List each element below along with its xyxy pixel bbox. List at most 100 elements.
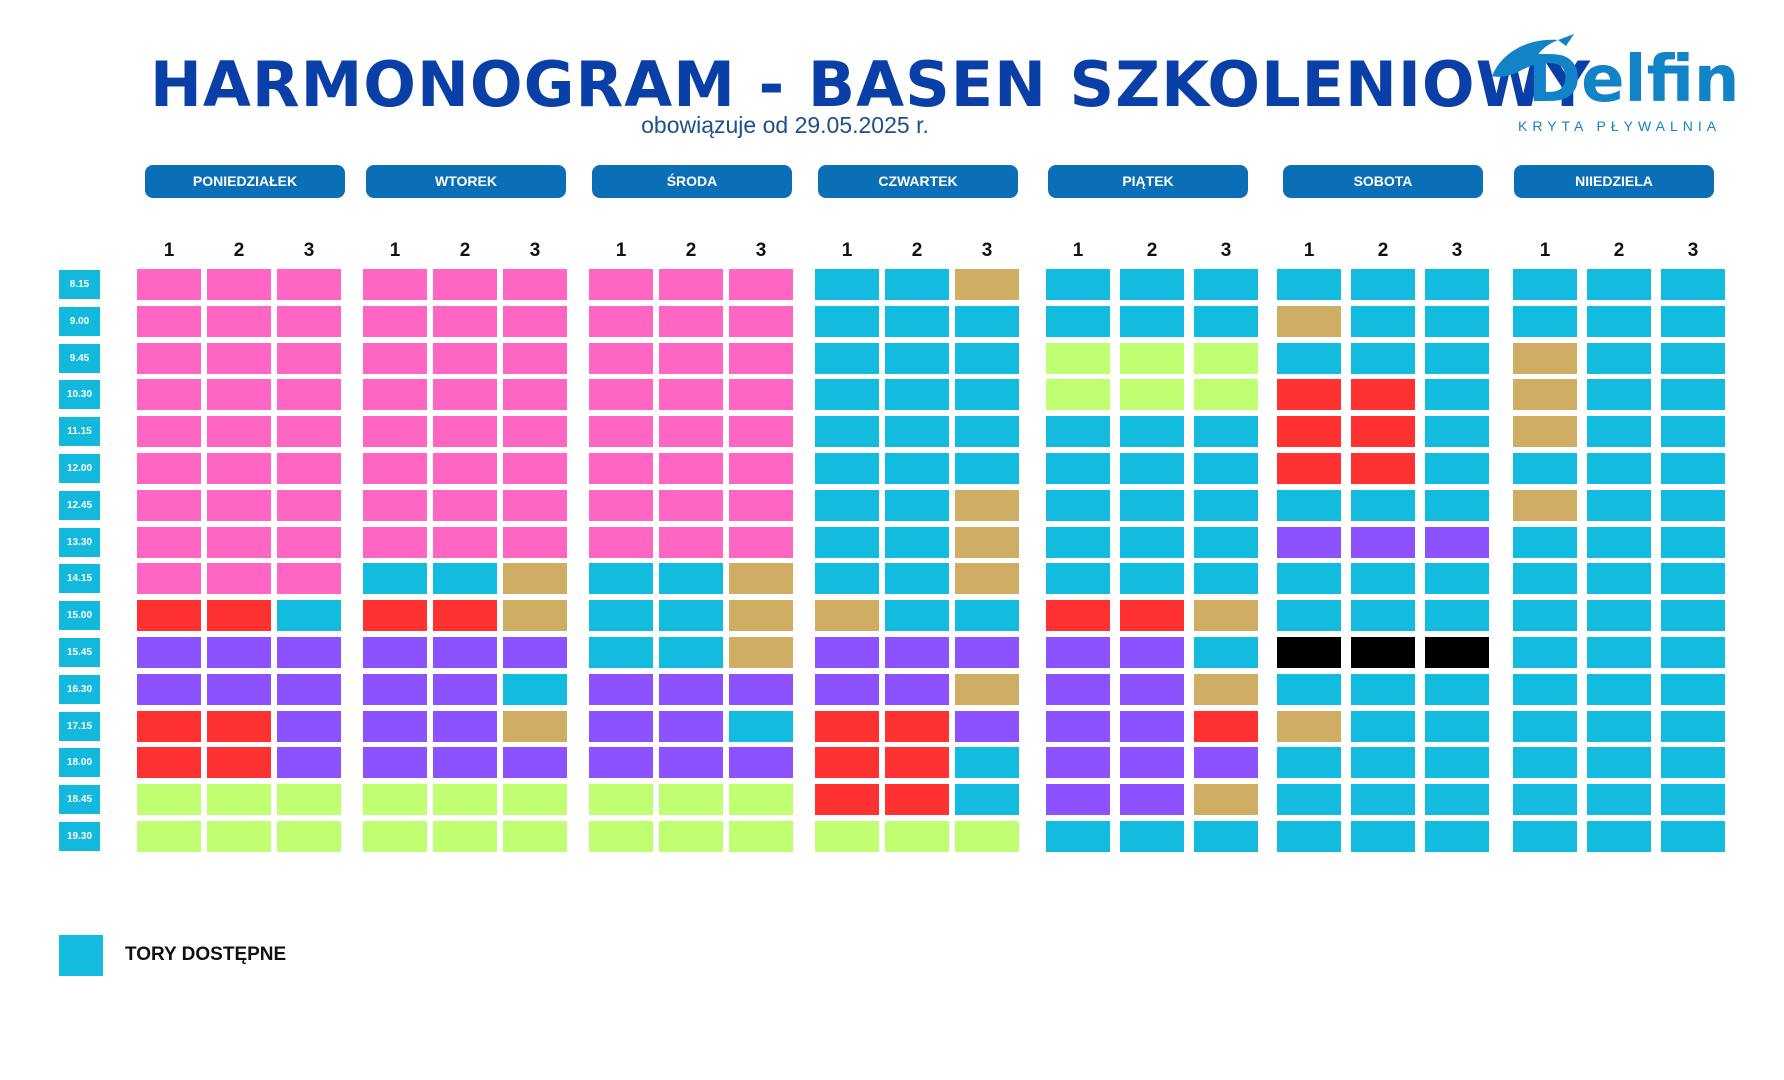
schedule-cell [729,306,793,337]
schedule-cell [955,379,1019,410]
schedule-cell [433,269,497,300]
schedule-cell [1587,416,1651,447]
schedule-cell [1425,600,1489,631]
schedule-cell [1587,527,1651,558]
schedule-cell [277,711,341,742]
legend-label: TORY DOSTĘPNE [125,944,287,965]
schedule-cell [589,343,653,374]
schedule-cell [137,379,201,410]
schedule-cell [589,637,653,668]
schedule-cell [815,563,879,594]
lane-number: 3 [303,240,315,261]
schedule-cell [1661,527,1725,558]
schedule-cell [1513,379,1577,410]
schedule-cell [1425,343,1489,374]
schedule-cell [589,674,653,705]
schedule-cell [1513,343,1577,374]
schedule-cell [207,784,271,815]
schedule-cell [1587,711,1651,742]
schedule-cell [1513,674,1577,705]
schedule-cell [1425,416,1489,447]
schedule-cell [1661,453,1725,484]
schedule-cell [659,563,723,594]
lane-number: 3 [529,240,541,261]
schedule-cell [363,416,427,447]
schedule-cell [1425,563,1489,594]
schedule-cell [955,416,1019,447]
schedule-cell [1120,343,1184,374]
schedule-cell [433,821,497,852]
schedule-cell [1046,747,1110,778]
schedule-cell [363,306,427,337]
schedule-cell [1120,600,1184,631]
schedule-cell [1587,306,1651,337]
schedule-cell [503,784,567,815]
schedule-cell [659,306,723,337]
schedule-cell [1513,527,1577,558]
schedule-cell [1587,563,1651,594]
schedule-cell [1587,784,1651,815]
schedule-cell [363,527,427,558]
day-header: CZWARTEK [818,165,1018,198]
schedule-cell [1120,747,1184,778]
schedule-cell [885,453,949,484]
schedule-cell [1194,600,1258,631]
schedule-cell [137,343,201,374]
lane-number: 1 [163,240,175,261]
schedule-cell [1277,416,1341,447]
schedule-cell [433,453,497,484]
lane-number: 3 [981,240,993,261]
schedule-cell [363,711,427,742]
schedule-cell [589,379,653,410]
schedule-cell [503,416,567,447]
day-header: SOBOTA [1283,165,1483,198]
schedule-cell [955,747,1019,778]
lane-number: 1 [389,240,401,261]
schedule-cell [1587,343,1651,374]
schedule-cell [433,711,497,742]
schedule-cell [433,416,497,447]
schedule-cell [1277,747,1341,778]
lane-number: 1 [1072,240,1084,261]
schedule-cell [815,527,879,558]
lane-number: 1 [1303,240,1315,261]
schedule-cell [1194,747,1258,778]
schedule-cell [1046,711,1110,742]
schedule-cell [1425,306,1489,337]
schedule-cell [1120,527,1184,558]
schedule-cell [207,416,271,447]
schedule-cell [729,637,793,668]
schedule-cell [207,343,271,374]
schedule-cell [955,563,1019,594]
schedule-cell [885,784,949,815]
schedule-cell [1661,711,1725,742]
schedule-cell [815,711,879,742]
schedule-cell [1194,527,1258,558]
schedule-cell [815,379,879,410]
schedule-cell [659,600,723,631]
schedule-cell [207,269,271,300]
schedule-cell [1351,453,1415,484]
schedule-cell [815,490,879,521]
schedule-cell [1661,490,1725,521]
schedule-cell [955,784,1019,815]
time-label: 18.45 [59,785,100,814]
schedule-cell [885,379,949,410]
schedule-cell [729,674,793,705]
schedule-cell [1277,269,1341,300]
schedule-cell [433,600,497,631]
schedule-cell [1120,379,1184,410]
schedule-cell [363,563,427,594]
schedule-cell [1351,306,1415,337]
time-label: 18.00 [59,748,100,777]
schedule-cell [137,784,201,815]
schedule-cell [1277,453,1341,484]
day-header: ŚRODA [592,165,792,198]
schedule-cell [503,674,567,705]
schedule-cell [1425,379,1489,410]
schedule-cell [815,600,879,631]
schedule-cell [433,747,497,778]
schedule-cell [277,747,341,778]
lane-number: 3 [1451,240,1463,261]
schedule-cell [1046,784,1110,815]
